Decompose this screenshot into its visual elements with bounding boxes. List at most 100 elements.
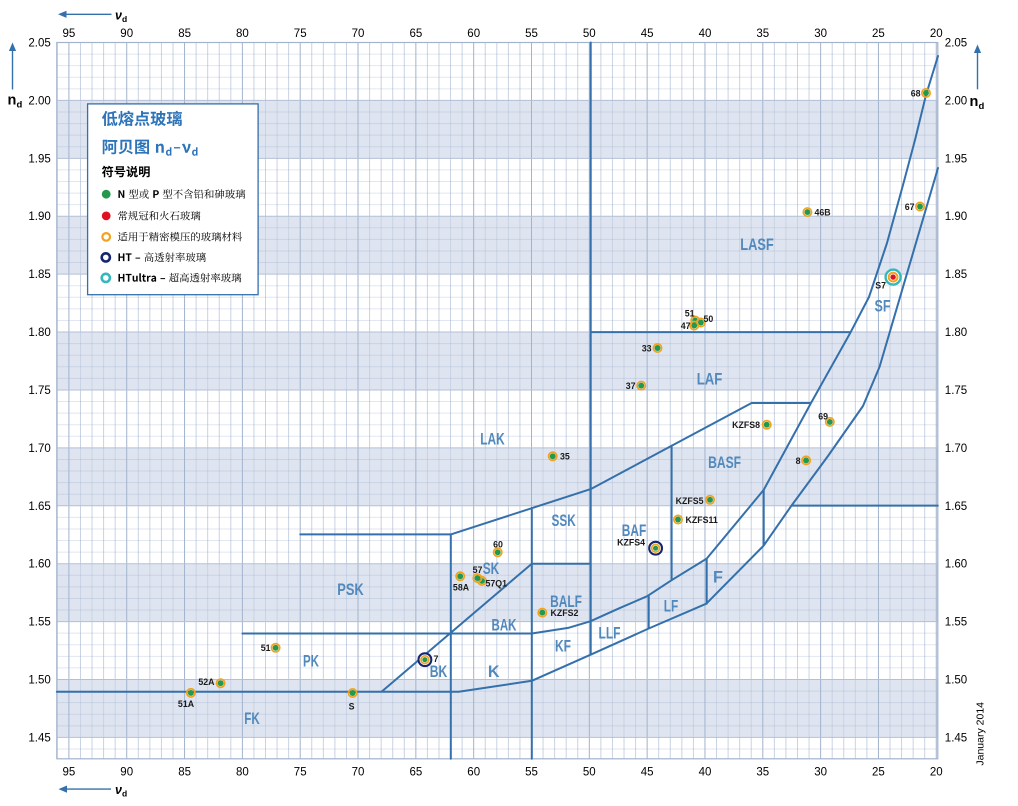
svg-text:1.95: 1.95 <box>28 153 50 165</box>
svg-text:1.70: 1.70 <box>945 443 967 455</box>
svg-text:KZFS5: KZFS5 <box>676 496 704 506</box>
svg-text:51: 51 <box>261 643 271 653</box>
svg-text:LAK: LAK <box>480 430 505 448</box>
svg-text:70: 70 <box>352 28 365 40</box>
svg-text:LAF: LAF <box>697 370 723 388</box>
svg-text:n: n <box>8 93 17 109</box>
svg-text:30: 30 <box>814 28 827 40</box>
svg-text:1.60: 1.60 <box>28 559 50 571</box>
svg-text:50: 50 <box>704 314 714 324</box>
svg-text:2.05: 2.05 <box>28 38 50 50</box>
svg-text:PK: PK <box>303 652 319 670</box>
svg-text:45: 45 <box>641 767 654 779</box>
svg-text:BALF: BALF <box>550 593 582 611</box>
svg-text:58A: 58A <box>453 582 470 592</box>
svg-text:ν: ν <box>115 783 122 797</box>
svg-text:55: 55 <box>525 767 538 779</box>
svg-text:d: d <box>122 789 127 799</box>
svg-text:65: 65 <box>410 767 423 779</box>
svg-text:51: 51 <box>685 309 695 319</box>
svg-text:51A: 51A <box>178 699 195 709</box>
svg-text:25: 25 <box>872 28 885 40</box>
svg-text:55: 55 <box>525 28 538 40</box>
svg-text:F: F <box>713 568 723 586</box>
svg-text:1.95: 1.95 <box>945 153 967 165</box>
svg-text:K: K <box>488 663 500 681</box>
svg-text:SF: SF <box>875 297 891 315</box>
svg-text:50: 50 <box>583 28 596 40</box>
svg-text:BAK: BAK <box>492 616 517 634</box>
svg-text:57Q1: 57Q1 <box>486 579 508 589</box>
svg-text:37: 37 <box>626 381 636 391</box>
svg-text:1.80: 1.80 <box>28 327 50 339</box>
svg-text:KZFS8: KZFS8 <box>732 420 760 430</box>
svg-text:KF: KF <box>555 637 571 655</box>
svg-text:1.65: 1.65 <box>945 501 967 513</box>
svg-text:52A: 52A <box>198 677 215 687</box>
svg-text:7: 7 <box>434 654 439 664</box>
svg-text:90: 90 <box>120 767 133 779</box>
svg-text:65: 65 <box>410 28 423 40</box>
svg-text:75: 75 <box>294 767 307 779</box>
svg-text:68: 68 <box>911 89 921 99</box>
svg-text:1.50: 1.50 <box>945 675 967 687</box>
svg-text:1.70: 1.70 <box>28 443 50 455</box>
svg-text:d: d <box>122 14 127 24</box>
svg-text:40: 40 <box>699 767 712 779</box>
svg-text:60: 60 <box>467 28 480 40</box>
svg-text:80: 80 <box>236 767 249 779</box>
svg-text:30: 30 <box>814 767 827 779</box>
svg-text:1.50: 1.50 <box>28 675 50 687</box>
svg-text:25: 25 <box>872 767 885 779</box>
svg-text:1.85: 1.85 <box>945 269 967 281</box>
svg-text:LASF: LASF <box>740 236 774 254</box>
svg-text:50: 50 <box>583 767 596 779</box>
svg-text:ν: ν <box>115 8 122 22</box>
svg-text:KZFS11: KZFS11 <box>686 515 718 525</box>
svg-text:1.80: 1.80 <box>945 327 967 339</box>
svg-text:PSK: PSK <box>337 581 364 599</box>
svg-text:2.05: 2.05 <box>945 38 967 50</box>
svg-text:1.55: 1.55 <box>28 617 50 629</box>
svg-text:FK: FK <box>244 710 260 728</box>
svg-text:60: 60 <box>493 540 503 550</box>
svg-text:85: 85 <box>178 28 191 40</box>
svg-text:33: 33 <box>642 344 652 354</box>
svg-text:1.65: 1.65 <box>28 501 50 513</box>
svg-text:KZFS2: KZFS2 <box>551 608 579 618</box>
svg-text:69: 69 <box>818 411 828 421</box>
svg-text:95: 95 <box>63 767 76 779</box>
svg-text:SK: SK <box>483 560 500 578</box>
svg-text:2.00: 2.00 <box>945 95 967 107</box>
svg-text:1.45: 1.45 <box>28 732 50 744</box>
svg-text:35: 35 <box>560 452 570 462</box>
svg-text:d: d <box>17 100 23 111</box>
svg-text:8: 8 <box>796 456 801 466</box>
svg-text:80: 80 <box>236 28 249 40</box>
svg-text:S: S <box>349 702 355 712</box>
svg-text:1.45: 1.45 <box>945 732 967 744</box>
svg-text:January 2014: January 2014 <box>975 702 987 766</box>
svg-text:BAF: BAF <box>622 522 647 540</box>
svg-text:LF: LF <box>664 597 679 615</box>
svg-text:57: 57 <box>473 565 483 575</box>
svg-text:90: 90 <box>120 28 133 40</box>
svg-text:1.85: 1.85 <box>28 269 50 281</box>
svg-text:SSK: SSK <box>552 512 576 530</box>
svg-text:BK: BK <box>430 663 448 681</box>
svg-text:60: 60 <box>467 767 480 779</box>
svg-text:35: 35 <box>756 28 769 40</box>
svg-text:1.75: 1.75 <box>28 385 50 397</box>
svg-text:20: 20 <box>930 767 943 779</box>
svg-text:47: 47 <box>681 321 691 331</box>
svg-text:70: 70 <box>352 767 365 779</box>
svg-text:67: 67 <box>905 202 915 212</box>
svg-text:45: 45 <box>641 28 654 40</box>
svg-text:35: 35 <box>756 767 769 779</box>
svg-text:LLF: LLF <box>599 624 621 642</box>
svg-text:75: 75 <box>294 28 307 40</box>
svg-text:S7: S7 <box>875 281 886 291</box>
svg-text:95: 95 <box>63 28 76 40</box>
svg-text:d: d <box>979 101 985 112</box>
svg-text:n: n <box>970 94 979 110</box>
